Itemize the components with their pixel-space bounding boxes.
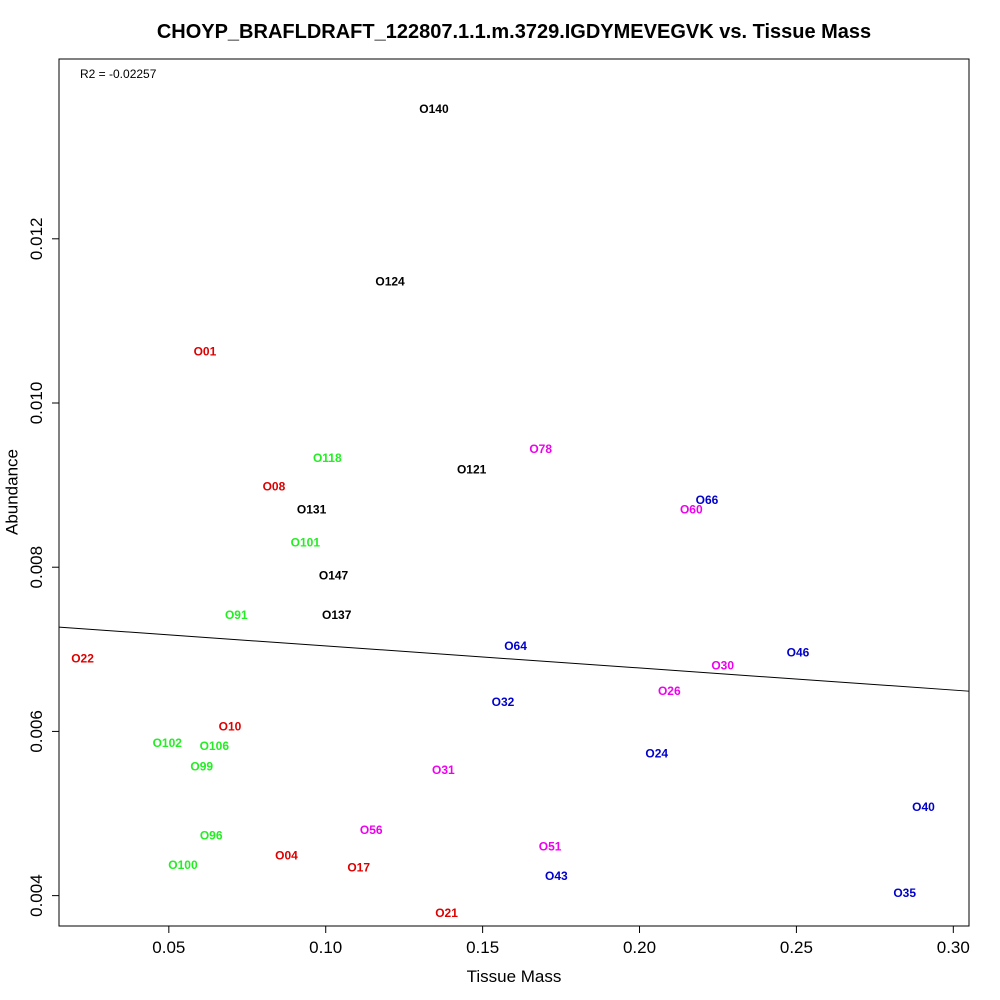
x-axis-title: Tissue Mass bbox=[467, 967, 562, 986]
y-axis-title: Abundance bbox=[2, 449, 21, 535]
data-points: O01 O04 O08 O10 O17 O21 O22 O91 O96 O99 O100 O101 O1… bbox=[71, 102, 935, 920]
data-point-label: O147 bbox=[319, 568, 349, 582]
data-point-label: O24 bbox=[645, 747, 668, 761]
data-point-label: O46 bbox=[787, 646, 810, 660]
data-point-label: O106 bbox=[200, 739, 230, 753]
data-point-label: O99 bbox=[190, 760, 213, 774]
data-point-label: O43 bbox=[545, 869, 568, 883]
y-tick-label: 0.008 bbox=[27, 546, 46, 589]
plot-frame bbox=[58, 58, 970, 927]
data-point-label: O10 bbox=[219, 719, 242, 733]
data-point-label: O96 bbox=[200, 829, 223, 843]
y-tick-label: 0.004 bbox=[27, 874, 46, 917]
data-point-label: O40 bbox=[912, 800, 935, 814]
data-point-label: O32 bbox=[492, 695, 515, 709]
y-axis: 0.004 0.006 0.008 0.010 0.012 bbox=[27, 218, 60, 917]
data-point-label: O121 bbox=[457, 463, 487, 477]
r2-annotation: R2 = -0.02257 bbox=[80, 67, 157, 81]
data-point-label: O66 bbox=[696, 493, 719, 507]
y-tick-label: 0.012 bbox=[27, 218, 46, 261]
data-point-label: O78 bbox=[529, 442, 552, 456]
data-point-label: O101 bbox=[291, 536, 321, 550]
data-point-label: O17 bbox=[347, 861, 370, 875]
data-point-label: O102 bbox=[153, 736, 183, 750]
x-tick-label: 0.30 bbox=[937, 938, 970, 957]
data-point-label: O26 bbox=[658, 684, 681, 698]
data-point-label: O08 bbox=[263, 480, 286, 494]
data-point-label: O137 bbox=[322, 608, 352, 622]
y-tick-label: 0.010 bbox=[27, 382, 46, 425]
x-tick-label: 0.15 bbox=[466, 938, 499, 957]
data-point-label: O118 bbox=[313, 451, 342, 465]
data-point-label: O91 bbox=[225, 608, 248, 622]
x-tick-label: 0.20 bbox=[623, 938, 656, 957]
data-point-label: O30 bbox=[711, 659, 734, 673]
data-point-label: O22 bbox=[71, 651, 94, 665]
data-point-label: O131 bbox=[297, 503, 327, 517]
regression-line bbox=[58, 626, 970, 692]
data-point-label: O01 bbox=[194, 344, 217, 358]
data-point-label: O100 bbox=[168, 858, 198, 872]
data-point-label: O21 bbox=[435, 906, 458, 920]
data-point-label: O60 bbox=[680, 503, 703, 517]
data-point-label: O35 bbox=[893, 886, 916, 900]
data-point-label: O04 bbox=[275, 848, 298, 862]
x-tick-label: 0.05 bbox=[152, 938, 185, 957]
x-tick-label: 0.25 bbox=[780, 938, 813, 957]
x-tick-label: 0.10 bbox=[309, 938, 342, 957]
data-point-label: O56 bbox=[360, 823, 383, 837]
x-axis: 0.05 0.10 0.15 0.20 0.25 0.30 bbox=[152, 925, 970, 957]
data-point-label: O140 bbox=[419, 102, 449, 116]
data-point-label: O124 bbox=[375, 274, 405, 288]
y-tick-label: 0.006 bbox=[27, 710, 46, 753]
regression-line-group bbox=[58, 626, 970, 692]
data-point-label: O51 bbox=[539, 839, 562, 853]
chart-title: CHOYP_BRAFLDRAFT_122807.1.1.m.3729.IGDYM… bbox=[157, 21, 871, 43]
data-point-label: O64 bbox=[504, 639, 527, 653]
data-point-label: O31 bbox=[432, 763, 455, 777]
